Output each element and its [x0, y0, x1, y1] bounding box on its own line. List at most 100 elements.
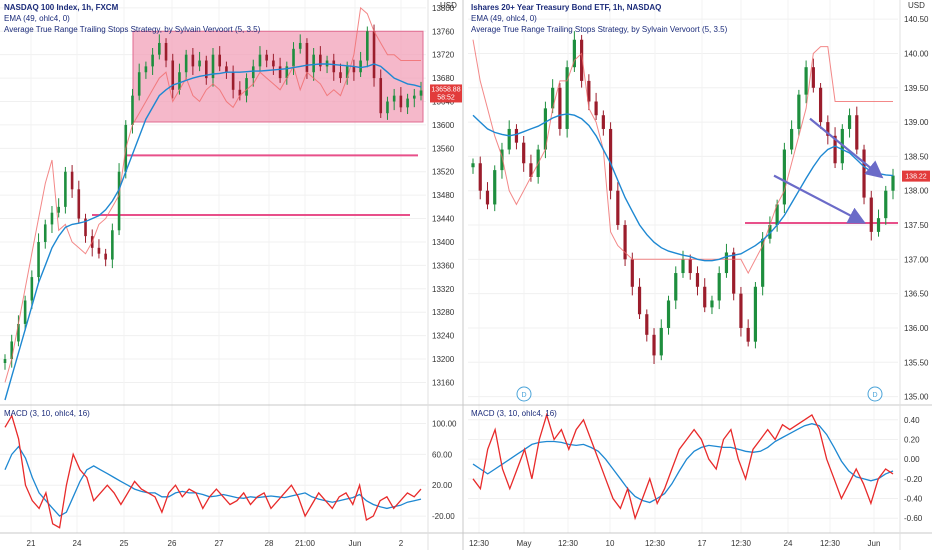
candle[interactable]	[158, 34, 161, 60]
candle[interactable]	[104, 248, 107, 267]
candle[interactable]	[238, 81, 242, 101]
candle[interactable]	[710, 295, 714, 315]
candle[interactable]	[790, 120, 794, 155]
candle[interactable]	[339, 63, 342, 83]
candle[interactable]	[565, 60, 569, 138]
candle[interactable]	[891, 168, 895, 200]
candle[interactable]	[151, 47, 154, 75]
candle[interactable]	[258, 46, 262, 72]
candle[interactable]	[732, 247, 736, 301]
candle[interactable]	[117, 163, 121, 236]
candle[interactable]	[869, 190, 873, 241]
candle[interactable]	[359, 51, 362, 78]
candle[interactable]	[833, 127, 837, 169]
candle[interactable]	[797, 89, 801, 136]
candle[interactable]	[50, 206, 54, 234]
candle[interactable]	[768, 216, 772, 244]
candle[interactable]	[594, 92, 598, 121]
candle[interactable]	[739, 286, 743, 337]
candle[interactable]	[507, 120, 511, 155]
candle[interactable]	[847, 108, 852, 138]
candle[interactable]	[862, 144, 866, 205]
candle[interactable]	[198, 51, 201, 72]
candle[interactable]	[3, 354, 7, 370]
left-macd-pane[interactable]	[0, 406, 428, 532]
candle[interactable]	[386, 96, 389, 120]
candle[interactable]	[826, 115, 830, 145]
candle[interactable]	[17, 315, 20, 347]
candle[interactable]	[558, 82, 562, 136]
candle[interactable]	[171, 53, 175, 99]
candle[interactable]	[703, 278, 707, 313]
candle[interactable]	[372, 24, 376, 87]
candle[interactable]	[144, 61, 148, 79]
candle[interactable]	[616, 182, 620, 230]
candle[interactable]	[64, 166, 67, 214]
candle[interactable]	[399, 87, 403, 113]
candle[interactable]	[623, 220, 627, 267]
candle[interactable]	[319, 46, 322, 72]
candle[interactable]	[753, 281, 758, 349]
candle[interactable]	[572, 31, 576, 72]
candle[interactable]	[231, 65, 235, 99]
candle[interactable]	[876, 209, 881, 237]
candle[interactable]	[601, 110, 605, 136]
candle[interactable]	[608, 122, 613, 200]
candle[interactable]	[30, 270, 34, 310]
candle[interactable]	[272, 53, 275, 75]
candle[interactable]	[500, 142, 504, 179]
dividend-marker[interactable]: D	[516, 386, 532, 402]
right-macd-pane[interactable]	[466, 406, 900, 532]
candle[interactable]	[184, 49, 188, 79]
candle[interactable]	[419, 81, 423, 101]
candle[interactable]	[746, 319, 750, 347]
candle[interactable]	[366, 26, 369, 68]
candle[interactable]	[522, 135, 526, 172]
candle[interactable]	[587, 74, 591, 111]
candle[interactable]	[478, 156, 482, 200]
candle[interactable]	[204, 55, 208, 85]
candle[interactable]	[666, 295, 671, 335]
candle[interactable]	[412, 88, 416, 108]
dividend-marker[interactable]: D	[867, 386, 883, 402]
candle[interactable]	[652, 328, 656, 364]
candle[interactable]	[818, 82, 823, 129]
candle[interactable]	[298, 34, 302, 54]
candle[interactable]	[245, 73, 248, 103]
candle[interactable]	[265, 49, 268, 68]
trend-arrow-upper[interactable]	[809, 117, 884, 179]
candle[interactable]	[855, 106, 859, 155]
candle[interactable]	[84, 213, 87, 243]
candle[interactable]	[211, 47, 215, 87]
candle[interactable]	[761, 232, 765, 296]
candle[interactable]	[637, 278, 642, 320]
candle[interactable]	[724, 243, 729, 278]
candle[interactable]	[514, 124, 519, 150]
candle[interactable]	[884, 185, 888, 225]
candle[interactable]	[688, 254, 692, 280]
candle[interactable]	[225, 61, 228, 79]
candle[interactable]	[406, 93, 409, 115]
candle[interactable]	[191, 47, 195, 75]
right-price-pane[interactable]	[466, 0, 900, 404]
candle[interactable]	[379, 69, 383, 118]
candle[interactable]	[580, 34, 584, 88]
candle[interactable]	[37, 233, 40, 282]
candle[interactable]	[332, 53, 336, 81]
candle[interactable]	[782, 142, 786, 214]
candle[interactable]	[659, 319, 663, 361]
candle[interactable]	[164, 38, 168, 68]
candle[interactable]	[352, 59, 356, 81]
candle[interactable]	[10, 334, 14, 368]
candle[interactable]	[645, 309, 649, 342]
candle[interactable]	[57, 198, 60, 218]
candle[interactable]	[695, 266, 700, 296]
candle[interactable]	[471, 158, 475, 174]
candle[interactable]	[717, 266, 721, 310]
candle[interactable]	[804, 60, 808, 104]
candle[interactable]	[23, 295, 27, 331]
candle[interactable]	[70, 165, 74, 198]
candle[interactable]	[77, 180, 81, 224]
candle[interactable]	[251, 59, 255, 87]
candle[interactable]	[278, 57, 282, 83]
